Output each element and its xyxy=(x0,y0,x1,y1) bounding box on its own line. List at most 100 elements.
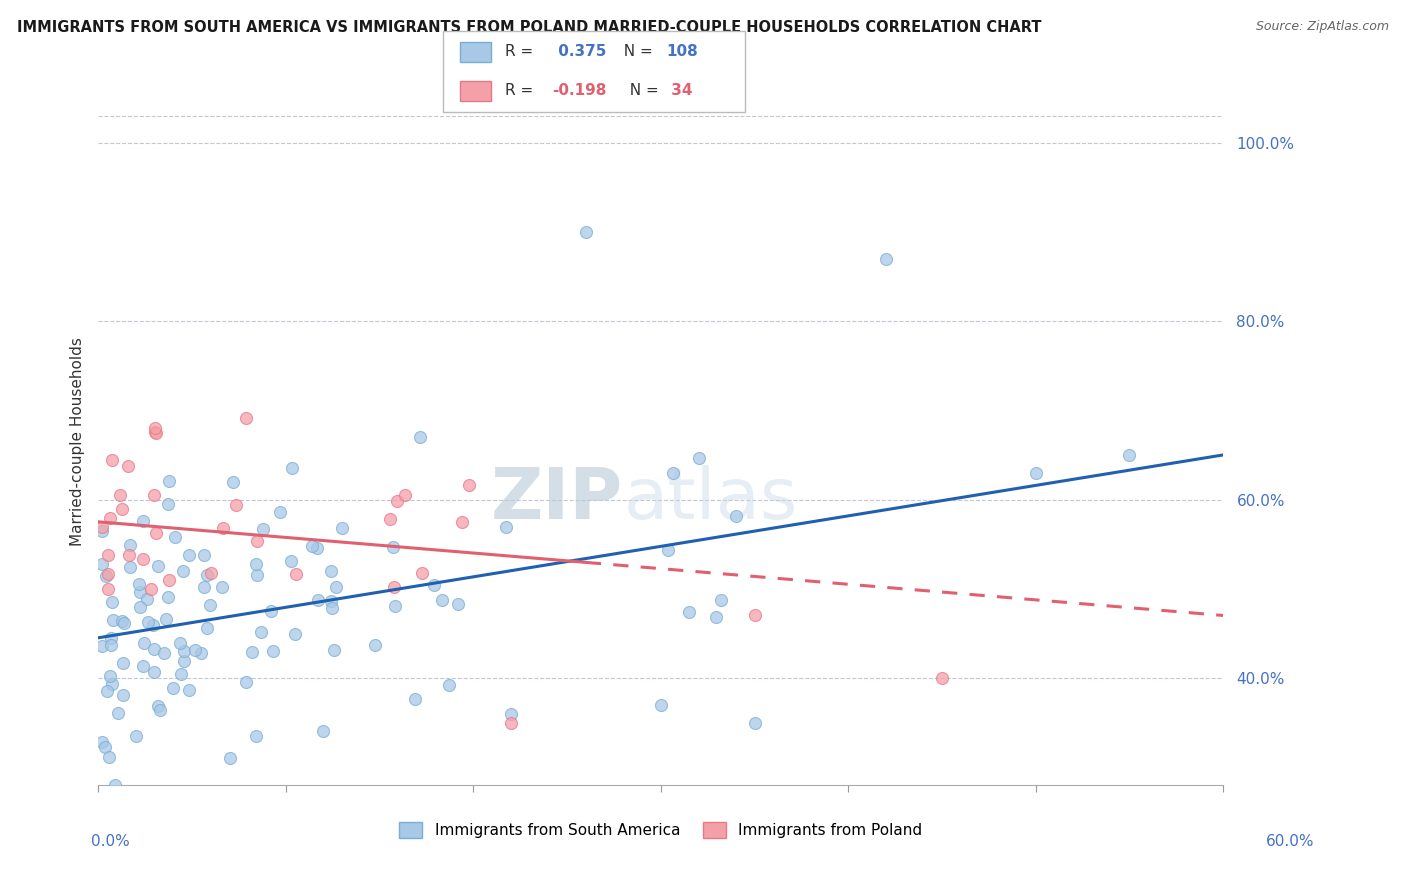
Point xyxy=(250,624,273,639)
Point xyxy=(321,565,343,579)
Point xyxy=(183,643,205,657)
Point xyxy=(118,548,141,562)
Point xyxy=(101,595,124,609)
Point xyxy=(100,638,122,652)
Point xyxy=(143,425,166,439)
Point xyxy=(197,568,219,582)
Point xyxy=(931,671,953,685)
Point xyxy=(1118,448,1140,462)
Point xyxy=(650,698,672,712)
Point xyxy=(142,618,165,632)
Point xyxy=(162,681,184,695)
Point xyxy=(387,494,409,508)
Point xyxy=(170,667,193,681)
Point xyxy=(146,698,169,713)
Point xyxy=(97,567,120,582)
Point xyxy=(112,657,135,671)
Point xyxy=(744,608,766,623)
Point xyxy=(125,729,148,743)
Point xyxy=(325,580,347,594)
Point xyxy=(382,541,405,555)
Text: R =: R = xyxy=(505,45,538,59)
Point xyxy=(91,524,114,539)
Point xyxy=(240,645,263,659)
Point xyxy=(97,582,120,597)
Point xyxy=(101,453,124,467)
Point xyxy=(110,502,132,516)
Text: 108: 108 xyxy=(666,45,699,59)
Point xyxy=(285,567,308,582)
Point xyxy=(132,659,155,673)
Point xyxy=(97,548,120,562)
Point xyxy=(107,706,129,720)
Point xyxy=(657,542,679,557)
Point xyxy=(120,538,142,552)
Point xyxy=(173,655,195,669)
Point xyxy=(91,520,114,534)
Point xyxy=(222,475,245,489)
Point xyxy=(136,592,159,607)
Point xyxy=(177,549,200,563)
Point xyxy=(225,498,247,512)
Point xyxy=(98,749,121,764)
Point xyxy=(284,626,307,640)
Text: atlas: atlas xyxy=(623,465,797,534)
Point xyxy=(394,487,416,501)
Point xyxy=(447,597,470,611)
Point xyxy=(128,600,150,615)
Point xyxy=(195,621,218,635)
Text: 0.375: 0.375 xyxy=(553,45,606,59)
Point xyxy=(382,580,405,594)
Point xyxy=(744,715,766,730)
Text: Source: ZipAtlas.com: Source: ZipAtlas.com xyxy=(1256,20,1389,33)
Point xyxy=(235,675,257,690)
Point xyxy=(145,426,167,441)
Point xyxy=(575,225,598,239)
Y-axis label: Married-couple Households: Married-couple Households xyxy=(69,337,84,546)
Point xyxy=(193,548,215,562)
Point xyxy=(688,450,710,465)
Point xyxy=(875,252,897,266)
Point xyxy=(704,610,727,624)
Point xyxy=(411,566,433,580)
Point xyxy=(143,665,166,680)
Point xyxy=(218,751,240,765)
Point xyxy=(245,557,267,571)
Point xyxy=(330,521,353,535)
Point xyxy=(118,559,141,574)
Point xyxy=(235,410,257,425)
Point xyxy=(409,430,432,444)
Point xyxy=(112,689,135,703)
Point xyxy=(321,594,343,608)
Point xyxy=(157,573,180,587)
Point xyxy=(260,604,283,618)
Text: ZIP: ZIP xyxy=(491,465,623,534)
Point xyxy=(404,691,426,706)
Point xyxy=(155,612,177,626)
Point xyxy=(111,615,134,629)
Point xyxy=(322,643,344,657)
Point xyxy=(141,582,163,596)
Point xyxy=(451,516,474,530)
Point xyxy=(439,678,461,692)
Point xyxy=(128,585,150,599)
Point xyxy=(146,558,169,573)
Point xyxy=(378,511,401,525)
Point xyxy=(312,724,335,739)
Point xyxy=(145,525,167,540)
Point xyxy=(245,729,267,743)
Point xyxy=(128,577,150,591)
Point xyxy=(177,682,200,697)
Point xyxy=(499,706,522,721)
Point xyxy=(384,599,406,614)
Point xyxy=(117,459,139,474)
Point xyxy=(94,568,117,582)
Point xyxy=(678,605,700,619)
Point xyxy=(200,598,222,612)
Point xyxy=(98,511,121,525)
Point xyxy=(211,580,233,594)
Point xyxy=(173,644,195,658)
Text: 34: 34 xyxy=(666,84,693,98)
Point xyxy=(280,554,302,568)
Point xyxy=(156,497,179,511)
